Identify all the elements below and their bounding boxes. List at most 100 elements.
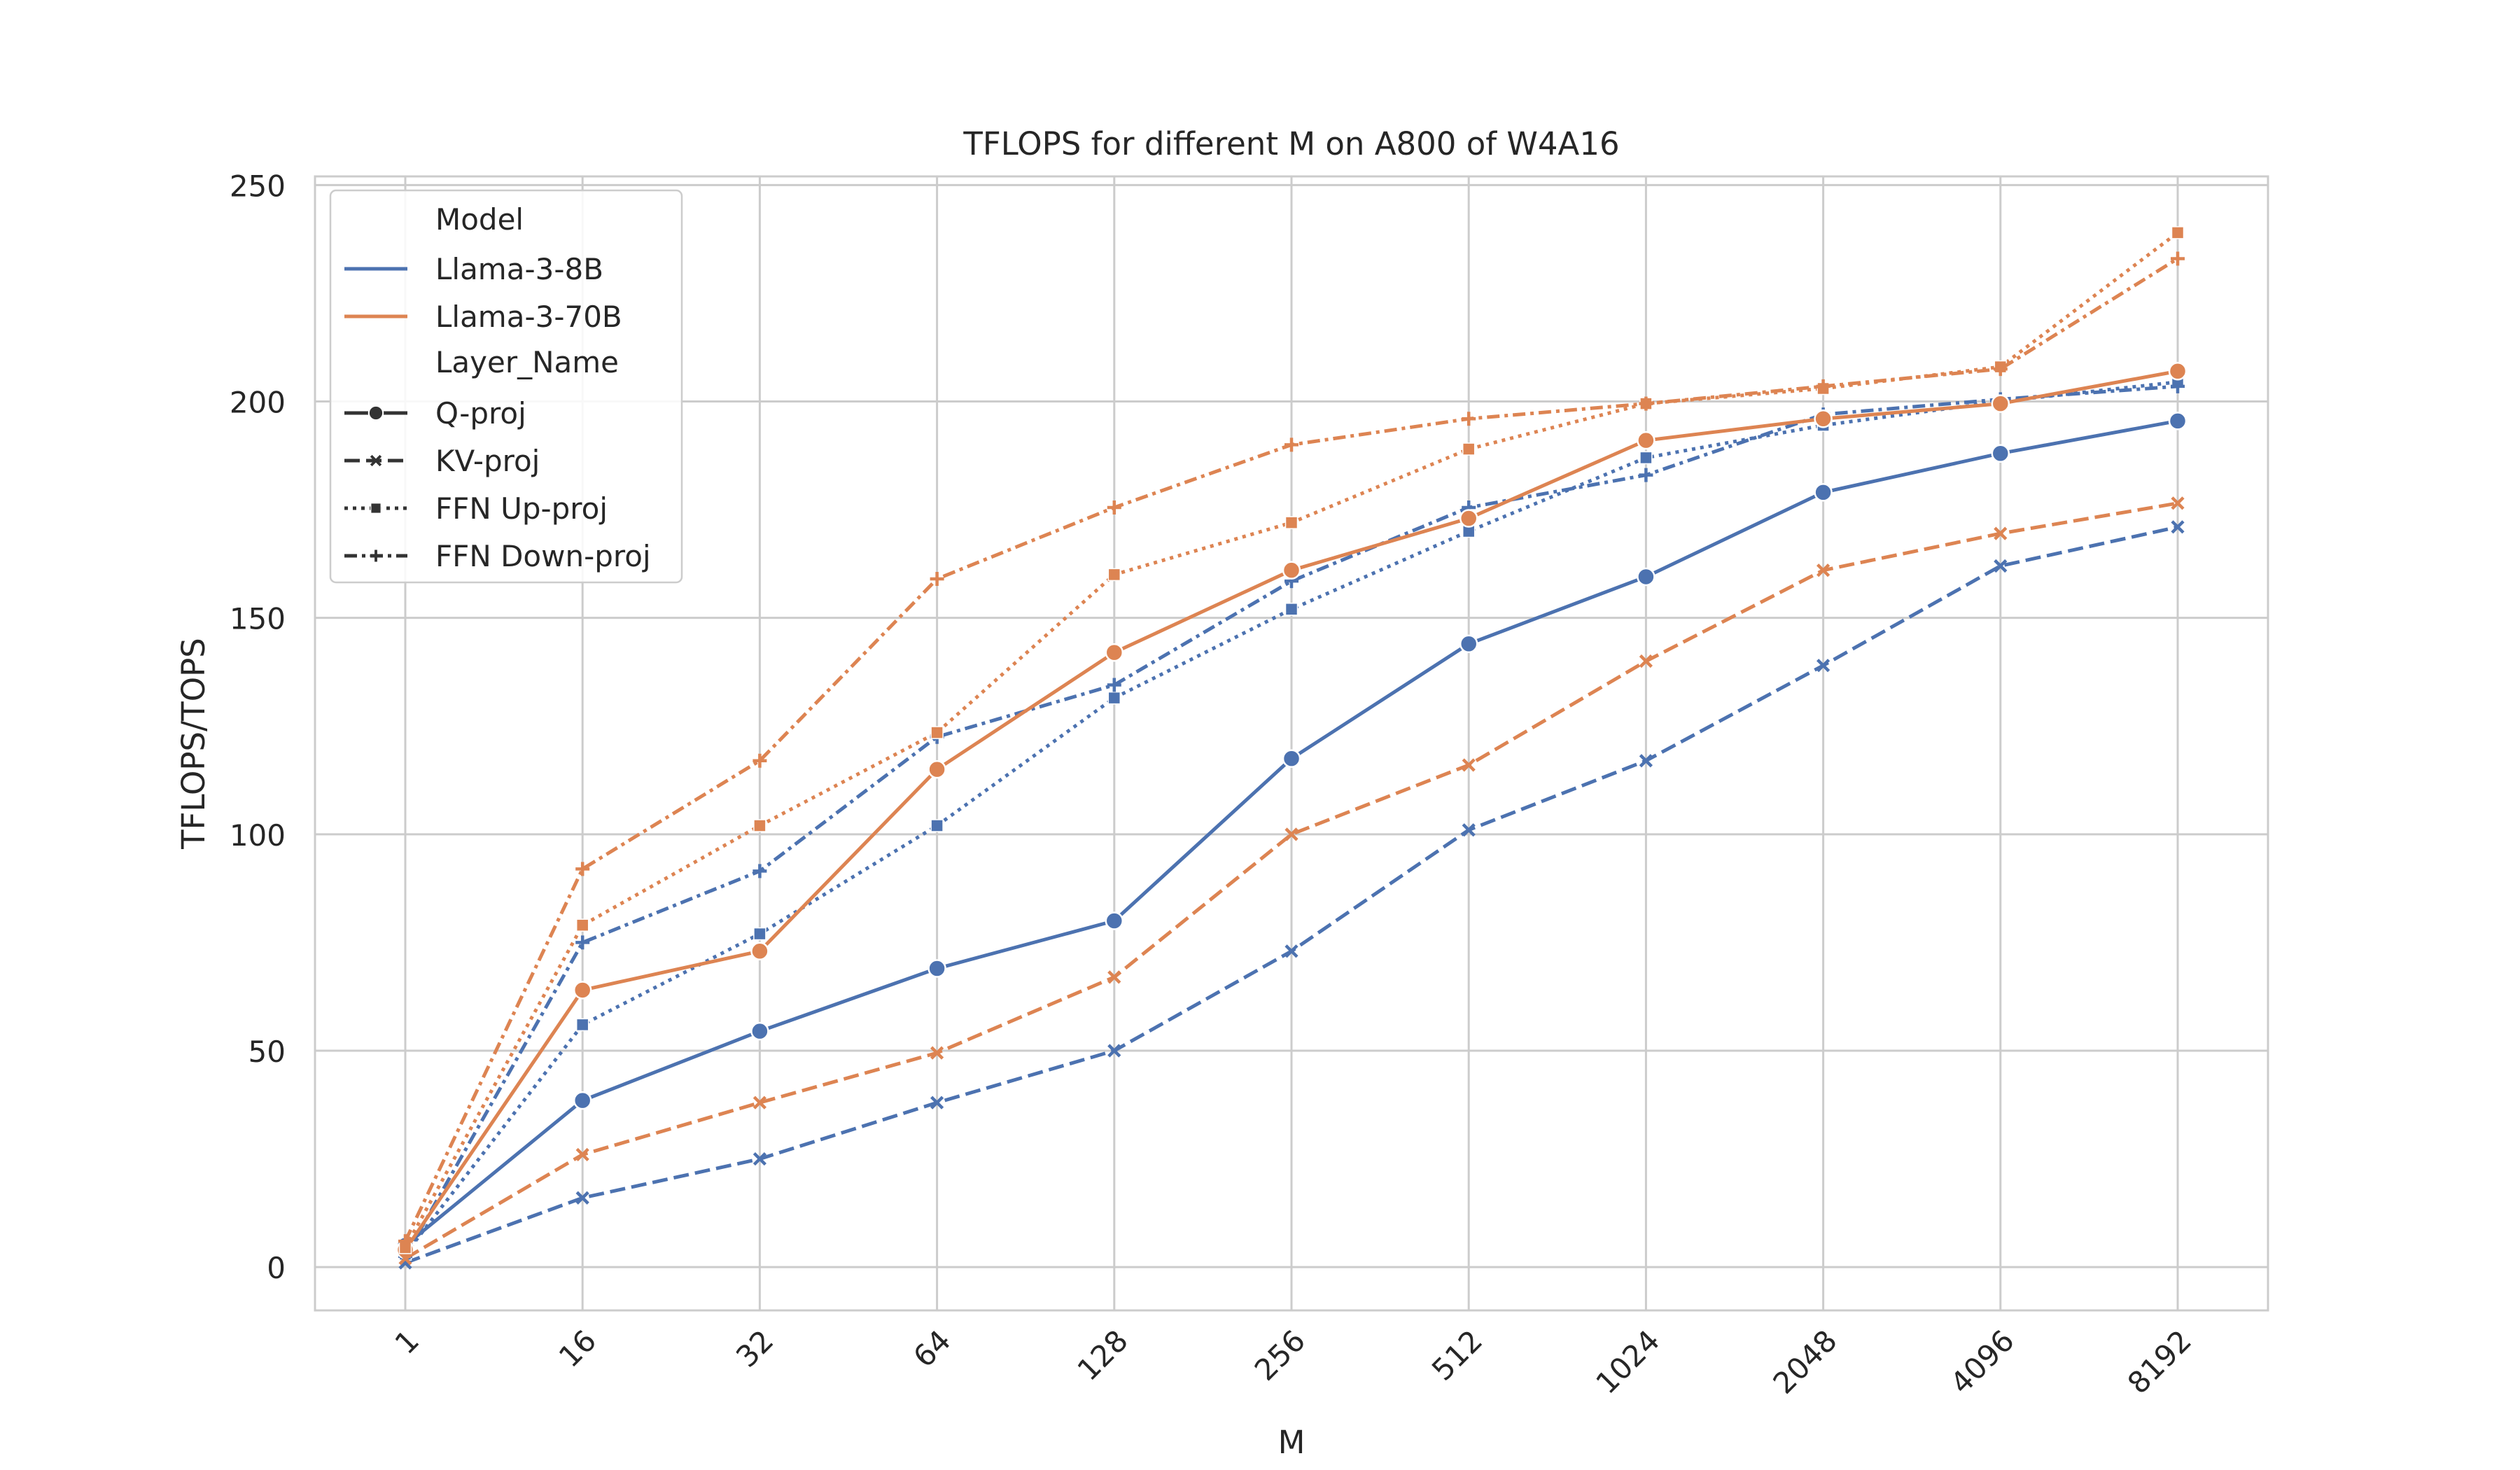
legend-box — [329, 189, 683, 584]
point-llama-3-8b-q-proj — [1814, 483, 1833, 502]
point-llama-3-8b-ffn-down-proj — [1639, 468, 1653, 482]
point-llama-3-70b-kv-proj — [2171, 496, 2185, 510]
point-llama-3-70b-q-proj — [1459, 509, 1478, 528]
point-llama-3-70b-q-proj — [927, 760, 946, 779]
chart-title: TFLOPS for different M on A800 of W4A16 — [962, 125, 1619, 162]
point-llama-3-70b-ffn-down-proj — [575, 862, 590, 876]
point-llama-3-70b-q-proj — [1637, 430, 1656, 450]
series-line-llama-3-70b-kv-proj — [404, 501, 2178, 1260]
point-llama-3-8b-kv-proj — [930, 1096, 944, 1110]
point-llama-3-70b-q-proj — [1991, 394, 2010, 413]
point-llama-3-8b-q-proj — [750, 1021, 769, 1041]
y-tick-label: 200 — [230, 386, 286, 420]
point-llama-3-70b-kv-proj — [1994, 526, 2008, 540]
series-llama-3-70b-ffn-down-proj — [398, 251, 2185, 1249]
y-axis-ticks: 0 50 100 150 200 250 — [230, 169, 286, 1285]
legend-marker-ffn-up-proj — [370, 503, 382, 514]
legend-items: Llama-3-8B Llama-3-70B Q-proj KV-proj FFN Up… — [344, 252, 651, 573]
point-llama-3-70b-kv-proj — [1462, 758, 1476, 772]
point-llama-3-70b-ffn-down-proj — [1993, 362, 2008, 377]
point-llama-3-70b-ffn-up-proj — [1462, 442, 1476, 456]
point-llama-3-70b-ffn-up-proj — [753, 819, 766, 832]
point-llama-3-8b-kv-proj — [1107, 1044, 1121, 1058]
y-tick-label: 50 — [248, 1035, 286, 1069]
series-llama-3-8b-kv-proj — [398, 520, 2185, 1270]
legend-marker-kv-proj — [370, 454, 382, 467]
point-llama-3-70b-q-proj — [573, 981, 592, 1000]
legend: Model Layer_Name Llama-3-8B Llama-3-70B Q-… — [329, 189, 683, 584]
point-llama-3-8b-ffn-up-proj — [753, 927, 766, 941]
legend-label-kv-proj: KV-proj — [435, 444, 540, 478]
legend-label-llama-3-8b: Llama-3-8B — [435, 252, 603, 286]
point-llama-3-70b-ffn-down-proj — [752, 753, 767, 768]
point-llama-3-8b-kv-proj — [752, 1152, 766, 1166]
point-llama-3-8b-q-proj — [573, 1091, 592, 1110]
y-tick-label: 250 — [230, 169, 286, 203]
plot-frame — [314, 175, 2269, 1312]
point-llama-3-70b-q-proj — [750, 941, 769, 961]
point-llama-3-8b-kv-proj — [1994, 559, 2008, 573]
point-llama-3-8b-ffn-down-proj — [575, 935, 590, 950]
point-llama-3-8b-ffn-up-proj — [930, 819, 944, 832]
point-llama-3-8b-kv-proj — [1462, 823, 1476, 837]
point-llama-3-70b-kv-proj — [575, 1147, 589, 1161]
legend-marker-ffn-down-proj — [370, 550, 382, 562]
point-llama-3-8b-q-proj — [1105, 911, 1124, 930]
point-llama-3-70b-ffn-down-proj — [1284, 438, 1298, 452]
point-llama-3-8b-q-proj — [927, 959, 946, 978]
point-llama-3-70b-ffn-down-proj — [1639, 396, 1653, 411]
legend-label-ffn-up-proj: FFN Up-proj — [435, 491, 608, 526]
y-tick-label: 150 — [230, 602, 286, 636]
point-llama-3-8b-ffn-down-proj — [1107, 678, 1121, 692]
point-llama-3-8b-kv-proj — [2171, 520, 2185, 534]
point-llama-3-8b-q-proj — [1282, 749, 1301, 768]
point-llama-3-70b-q-proj — [1282, 561, 1301, 580]
point-llama-3-70b-ffn-up-proj — [1107, 568, 1121, 582]
point-llama-3-70b-kv-proj — [752, 1096, 766, 1110]
point-llama-3-8b-ffn-up-proj — [1107, 691, 1121, 705]
point-llama-3-8b-ffn-down-proj — [2171, 379, 2185, 393]
point-llama-3-70b-ffn-down-proj — [1462, 412, 1476, 426]
point-llama-3-8b-ffn-up-proj — [1284, 603, 1298, 616]
point-llama-3-70b-q-proj — [1105, 643, 1124, 662]
point-llama-3-70b-ffn-down-proj — [398, 1234, 412, 1249]
point-llama-3-8b-kv-proj — [1639, 754, 1653, 768]
y-tick-label: 0 — [267, 1251, 286, 1285]
legend-layer-title: Layer_Name — [435, 345, 619, 379]
point-llama-3-8b-q-proj — [1991, 444, 2010, 463]
point-llama-3-70b-ffn-down-proj — [1107, 500, 1121, 515]
point-llama-3-8b-kv-proj — [1816, 659, 1830, 673]
point-llama-3-70b-ffn-up-proj — [930, 726, 944, 739]
point-llama-3-70b-kv-proj — [398, 1252, 412, 1266]
point-llama-3-8b-kv-proj — [1284, 944, 1298, 958]
legend-model-title: Model — [435, 202, 524, 237]
legend-label-ffn-down-proj: FFN Down-proj — [435, 539, 651, 573]
point-llama-3-70b-q-proj — [2168, 361, 2188, 381]
point-llama-3-70b-kv-proj — [1284, 827, 1298, 841]
point-llama-3-70b-ffn-down-proj — [930, 572, 944, 587]
point-llama-3-70b-kv-proj — [1107, 970, 1121, 984]
point-llama-3-70b-kv-proj — [930, 1046, 944, 1060]
legend-label-q-proj: Q-proj — [435, 396, 526, 430]
point-llama-3-70b-ffn-down-proj — [1816, 379, 1830, 393]
series-llama-3-70b-kv-proj — [398, 496, 2185, 1266]
point-llama-3-70b-ffn-up-proj — [2171, 226, 2185, 239]
point-llama-3-8b-q-proj — [1637, 567, 1656, 587]
y-axis-label: TFLOPS/TOPS — [175, 638, 212, 850]
series-group — [396, 226, 2188, 1270]
legend-marker-q-proj — [368, 405, 384, 421]
point-llama-3-8b-ffn-down-proj — [752, 864, 767, 878]
point-llama-3-70b-kv-proj — [1639, 654, 1653, 668]
point-llama-3-8b-kv-proj — [575, 1191, 589, 1205]
x-axis-label: M — [1278, 1424, 1306, 1461]
point-llama-3-8b-q-proj — [2168, 412, 2188, 430]
point-llama-3-70b-ffn-up-proj — [1284, 516, 1298, 529]
point-llama-3-70b-ffn-up-proj — [575, 918, 589, 932]
point-llama-3-8b-ffn-up-proj — [1639, 451, 1653, 465]
series-llama-3-70b-q-proj — [396, 361, 2188, 1259]
point-llama-3-70b-ffn-down-proj — [2171, 251, 2185, 266]
legend-label-llama-3-70b: Llama-3-70B — [435, 300, 622, 334]
point-llama-3-8b-ffn-up-proj — [575, 1018, 589, 1032]
point-llama-3-8b-q-proj — [1459, 634, 1478, 654]
